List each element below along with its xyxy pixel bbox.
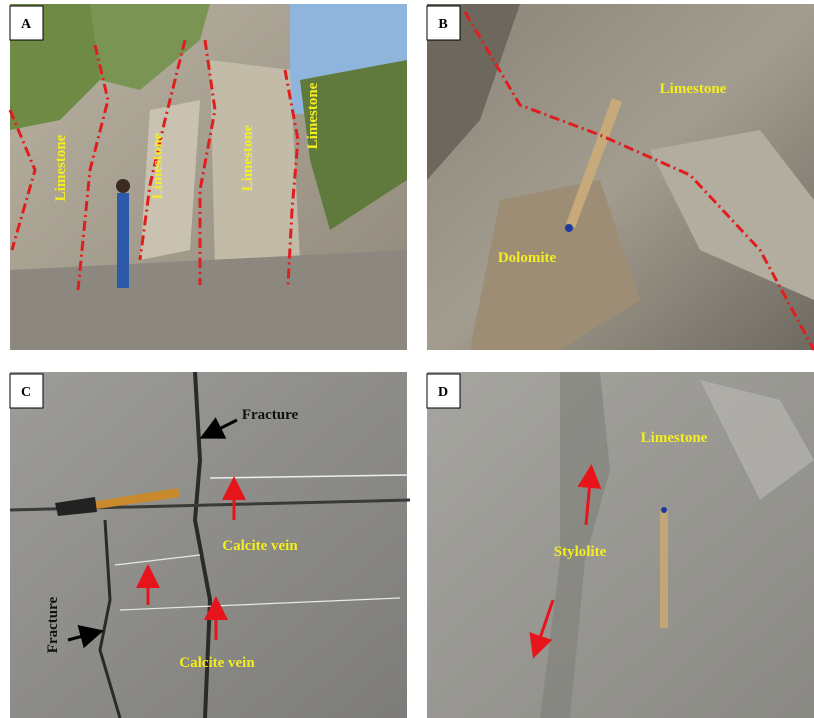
feature-label: Calcite vein	[222, 538, 298, 554]
rock-label: Limestone	[53, 134, 69, 201]
rock-label: Limestone	[660, 81, 727, 97]
rock-label: Limestone	[150, 132, 166, 199]
panel-b	[427, 4, 814, 350]
panel-d	[427, 372, 814, 718]
feature-label: Fracture	[45, 596, 61, 653]
panel-letter: A	[21, 17, 32, 32]
panel-a	[10, 4, 407, 350]
rock-label: Limestone	[305, 82, 321, 149]
panel-letter: D	[438, 385, 448, 400]
panel-letter: B	[438, 17, 447, 32]
feature-label: Fracture	[242, 407, 299, 423]
rock-label: Dolomite	[498, 250, 557, 266]
feature-label: Stylolite	[554, 544, 607, 560]
figure: A B C D Limestone Limestone Limestone Li…	[0, 0, 814, 718]
feature-label: Calcite vein	[179, 655, 255, 671]
panel-letter: C	[21, 385, 31, 400]
rock-label: Limestone	[240, 124, 256, 191]
rock-label: Limestone	[641, 430, 708, 446]
